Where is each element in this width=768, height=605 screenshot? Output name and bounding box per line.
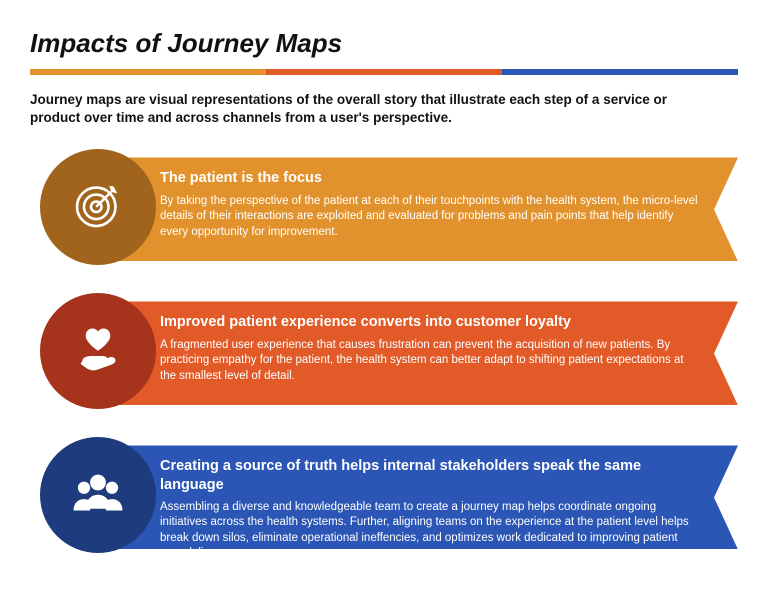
banner-3: Creating a source of truth helps interna…: [80, 445, 738, 549]
icon-circle-3: [40, 437, 156, 553]
impact-heading-3: Creating a source of truth helps interna…: [160, 457, 698, 493]
divider-bar: [30, 69, 738, 75]
impact-row-2: Improved patient experience converts int…: [30, 293, 738, 413]
divider-seg-2: [266, 69, 502, 75]
impact-heading-2: Improved patient experience converts int…: [160, 313, 698, 331]
divider-seg-3: [502, 69, 738, 75]
impact-row-3: Creating a source of truth helps interna…: [30, 437, 738, 557]
intro-text: Journey maps are visual representations …: [30, 91, 690, 127]
impact-body-1: By taking the perspective of the patient…: [160, 194, 698, 241]
divider-seg-1: [30, 69, 266, 75]
impact-row-1: The patient is the focus By taking the p…: [30, 149, 738, 269]
impact-heading-1: The patient is the focus: [160, 169, 698, 187]
impact-body-2: A fragmented user experience that causes…: [160, 338, 698, 385]
impact-body-3: Assembling a diverse and knowledgeable t…: [160, 500, 698, 562]
banner-2: Improved patient experience converts int…: [80, 301, 738, 405]
icon-circle-1: [40, 149, 156, 265]
heart-hand-icon: [70, 321, 126, 382]
banner-1: The patient is the focus By taking the p…: [80, 157, 738, 261]
people-icon: [70, 465, 126, 526]
target-icon: [70, 177, 126, 238]
icon-circle-2: [40, 293, 156, 409]
page-title: Impacts of Journey Maps: [30, 28, 738, 59]
